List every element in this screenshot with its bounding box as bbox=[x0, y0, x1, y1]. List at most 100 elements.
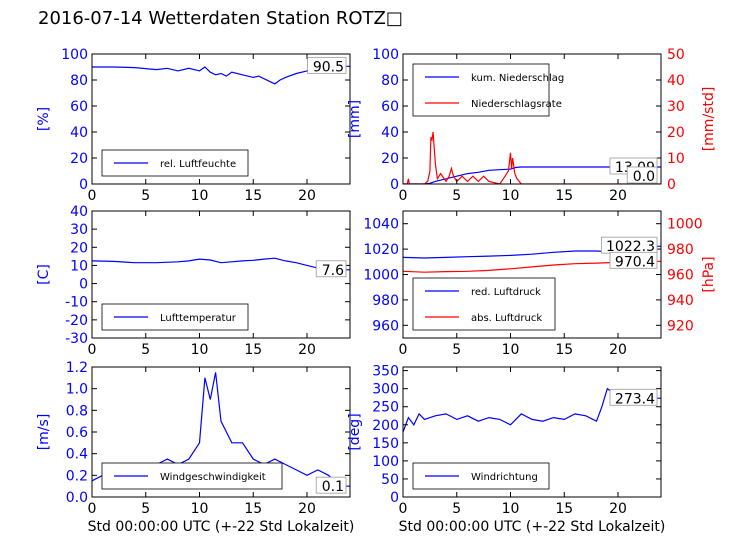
x-tick-label: 0 bbox=[88, 188, 97, 204]
value-annotation-box bbox=[315, 476, 347, 494]
series-line-rel-luftfeuchte bbox=[92, 65, 350, 85]
y-tick-label: 150 bbox=[372, 436, 399, 452]
value-annotation: 0.0 bbox=[633, 169, 655, 185]
value-annotation: 1022.3 bbox=[606, 239, 655, 255]
y-axis-label: [mm] bbox=[347, 100, 363, 138]
x-tick-label: 5 bbox=[141, 188, 150, 204]
value-annotation-box bbox=[626, 166, 658, 184]
y-tick-label: 10 bbox=[70, 258, 88, 274]
x-tick-label: 10 bbox=[502, 342, 520, 358]
x-tick-label: 10 bbox=[191, 501, 209, 517]
y-tick-label: 50 bbox=[381, 472, 399, 488]
legend-label: Windrichtung bbox=[471, 472, 538, 483]
x-tick-label: 20 bbox=[609, 342, 627, 358]
y-tick-label: 1000 bbox=[363, 268, 399, 284]
x-tick-label: 15 bbox=[244, 501, 262, 517]
chart-wind-speed: 0 5 10 15 20 0.0 0.2 0.4 0.6 0.8 1.0 1.2 [m/s] Std 00… bbox=[36, 360, 354, 535]
value-annotation-box bbox=[609, 251, 658, 269]
y-tick-label: 20 bbox=[70, 151, 88, 167]
legend: Windrichtung bbox=[412, 462, 550, 490]
y-tick-label: 80 bbox=[381, 73, 399, 89]
y-tick-label: 40 bbox=[70, 125, 88, 141]
y-tick-label: 80 bbox=[70, 73, 88, 89]
x-tick-label: 15 bbox=[555, 501, 573, 517]
y-tick-label: 1020 bbox=[363, 242, 399, 258]
legend-box bbox=[412, 277, 556, 331]
legend-label: red. Luftdruck bbox=[471, 287, 541, 298]
y-right-tick-label: 980 bbox=[667, 242, 694, 258]
y-tick-label: 0.2 bbox=[66, 468, 88, 484]
y-right-tick-label: 30 bbox=[667, 99, 685, 115]
x-tick-label: 5 bbox=[141, 342, 150, 358]
x-tick-label: 15 bbox=[555, 188, 573, 204]
y-right-tick-label: 50 bbox=[667, 47, 685, 63]
y-axis-label: [m/s] bbox=[36, 414, 52, 451]
plot-frame bbox=[402, 53, 662, 185]
y-axis-label: [deg] bbox=[347, 413, 363, 450]
x-tick-label: 0 bbox=[88, 342, 97, 358]
x-tick-label: 10 bbox=[191, 188, 209, 204]
y-tick-label: 100 bbox=[372, 454, 399, 470]
legend: Lufttemperatur bbox=[101, 303, 249, 331]
value-annotation: 90.5 bbox=[313, 59, 344, 75]
y-tick-label: 100 bbox=[61, 47, 88, 63]
y-tick-label: 1040 bbox=[363, 217, 399, 233]
y-axis-label-right: [hPa] bbox=[701, 256, 717, 292]
legend: rel. Luftfeuchte bbox=[101, 149, 249, 177]
x-tick-label: 20 bbox=[298, 188, 316, 204]
y-axis-label: [C] bbox=[36, 264, 52, 285]
y-tick-label: -30 bbox=[65, 331, 88, 347]
y-tick-label: 960 bbox=[372, 318, 399, 334]
x-tick-label: 0 bbox=[399, 342, 408, 358]
legend-label: Lufttemperatur bbox=[160, 313, 237, 324]
x-tick-label: 10 bbox=[502, 501, 520, 517]
x-tick-label: 5 bbox=[452, 188, 461, 204]
value-annotation: 273.4 bbox=[615, 391, 655, 407]
x-tick-label: 20 bbox=[298, 501, 316, 517]
x-tick-label: 0 bbox=[399, 501, 408, 517]
x-tick-label: 20 bbox=[609, 501, 627, 517]
chart-temperature: 0 5 10 15 20 -30 -20 -10 0 10 20 30 40 [C] 7.6 Lufttemp… bbox=[36, 204, 351, 358]
y-right-tick-label: 0 bbox=[667, 177, 676, 193]
value-annotation-box bbox=[609, 388, 658, 406]
legend-label: kum. Niederschlag bbox=[471, 73, 564, 84]
x-tick-label: 10 bbox=[191, 342, 209, 358]
series-line-niederschlagsrate bbox=[403, 131, 661, 184]
y-tick-label: 200 bbox=[372, 418, 399, 434]
y-tick-label: 0.4 bbox=[66, 447, 88, 463]
y-tick-label: 1.2 bbox=[66, 360, 88, 376]
y-tick-label: 0.0 bbox=[66, 490, 88, 506]
x-tick-label: 10 bbox=[502, 188, 520, 204]
y-right-tick-label: 40 bbox=[667, 73, 685, 89]
x-tick-label: 20 bbox=[298, 342, 316, 358]
legend-label: abs. Luftdruck bbox=[471, 313, 542, 324]
legend-box bbox=[412, 63, 550, 117]
y-tick-label: 60 bbox=[70, 99, 88, 115]
x-tick-label: 5 bbox=[452, 501, 461, 517]
legend: kum. Niederschlag Niederschlagsrate bbox=[412, 63, 564, 117]
plot-frame bbox=[91, 210, 351, 339]
y-tick-label: 980 bbox=[372, 293, 399, 309]
plot-frame bbox=[91, 53, 351, 185]
y-right-tick-label: 960 bbox=[667, 268, 694, 284]
y-right-tick-label: 10 bbox=[667, 151, 685, 167]
series-line-lufttemperatur bbox=[92, 257, 350, 271]
y-right-tick-label: 1000 bbox=[667, 217, 703, 233]
y-tick-label: 40 bbox=[70, 204, 88, 220]
y-tick-label: 1.0 bbox=[66, 382, 88, 398]
x-axis-label: Std 00:00:00 UTC (+-22 Std Lokalzeit) bbox=[88, 519, 355, 535]
page-title: 2016-07-14 Wetterdaten Station ROTZ□ bbox=[38, 8, 403, 29]
x-tick-label: 15 bbox=[244, 342, 262, 358]
series-line-kum-niederschlag bbox=[403, 166, 661, 184]
y-tick-label: 20 bbox=[70, 240, 88, 256]
y-tick-label: 0 bbox=[390, 490, 399, 506]
plot-frame bbox=[402, 366, 662, 498]
value-annotation-box bbox=[315, 260, 347, 278]
x-tick-label: 0 bbox=[399, 188, 408, 204]
x-tick-label: 5 bbox=[141, 501, 150, 517]
y-tick-label: 0 bbox=[79, 177, 88, 193]
value-annotation: 7.6 bbox=[322, 263, 344, 279]
y-tick-label: 60 bbox=[381, 99, 399, 115]
